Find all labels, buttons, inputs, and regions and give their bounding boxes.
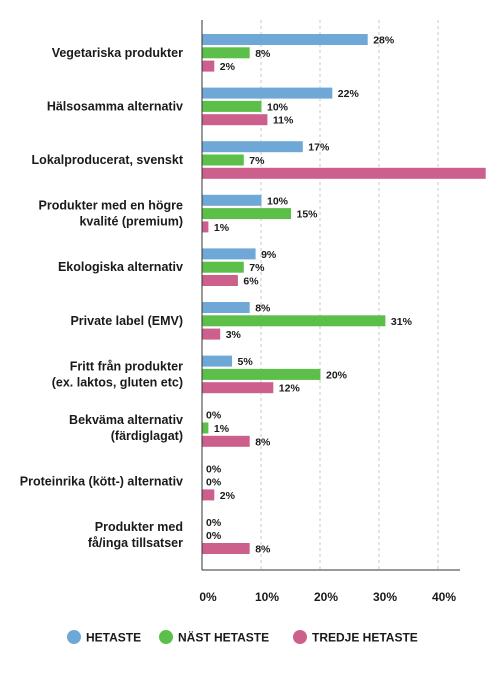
- data-label: 10%: [267, 101, 289, 113]
- bar-3-7: [202, 382, 274, 394]
- bar-1-3: [202, 141, 303, 153]
- bar-3-10: [202, 543, 250, 554]
- category-label: Ekologiska alternativ: [58, 260, 183, 274]
- category-label: Private label (EMV): [70, 314, 183, 328]
- x-tick-label: 20%: [314, 590, 338, 604]
- data-label: 0%: [206, 463, 222, 475]
- legend-label: NÄST HETASTE: [178, 630, 269, 645]
- data-label: 28%: [373, 35, 395, 47]
- data-label: 11%: [273, 115, 294, 127]
- category-label: (färdiglagat): [111, 429, 183, 443]
- bar-1-6: [202, 302, 250, 313]
- bar-3-6: [202, 328, 221, 340]
- bar-2-5: [202, 261, 244, 273]
- data-label: 20%: [326, 369, 348, 381]
- data-label: 10%: [267, 195, 289, 207]
- data-label: 2%: [220, 490, 236, 502]
- data-label: 31%: [391, 316, 413, 328]
- data-label: 17%: [308, 142, 330, 154]
- bar-3-4: [202, 221, 209, 233]
- category-label: (ex. laktos, gluten etc): [52, 375, 183, 389]
- bar-1-5: [202, 248, 256, 260]
- bar-1-7: [202, 355, 232, 367]
- category-label: Lokalproducerat, svenskt: [32, 153, 184, 167]
- bar-2-3: [202, 154, 244, 166]
- data-label: 0%: [206, 517, 222, 529]
- legend-marker-3: [293, 630, 307, 644]
- x-tick-label: 0%: [199, 590, 217, 604]
- x-tick-label: 30%: [373, 590, 397, 604]
- data-label: 7%: [249, 155, 265, 167]
- data-label: 1%: [214, 423, 230, 435]
- data-label: 12%: [279, 383, 301, 395]
- bar-2-7: [202, 368, 321, 380]
- category-label: få/inga tillsatser: [88, 536, 183, 550]
- data-label: 3%: [226, 329, 242, 341]
- category-label: Proteinrika (kött-) alternativ: [20, 475, 183, 489]
- data-label: 0%: [206, 410, 222, 422]
- x-tick-label: 10%: [255, 590, 279, 604]
- data-label: 15%: [297, 209, 319, 221]
- bar-2-8: [202, 422, 209, 434]
- data-label: 8%: [255, 544, 271, 556]
- data-label: 0%: [206, 477, 222, 489]
- data-label: 8%: [255, 436, 271, 448]
- bar-1-2: [202, 87, 333, 99]
- data-label: 8%: [255, 48, 271, 60]
- category-label: Bekväma alternativ: [69, 413, 183, 427]
- category-label: Produkter med en högre: [39, 199, 184, 213]
- category-label: Fritt från produkter: [70, 359, 183, 373]
- bar-3-8: [202, 435, 250, 447]
- category-label: Vegetariska produkter: [52, 46, 183, 60]
- bar-1-4: [202, 194, 262, 206]
- bar-2-6: [202, 315, 386, 327]
- x-tick-label: 40%: [432, 590, 456, 604]
- bar-2-2: [202, 100, 262, 112]
- category-label: Hälsosamma alternativ: [47, 99, 183, 113]
- legend-label: HETASTE: [86, 631, 141, 645]
- data-label: 6%: [243, 276, 259, 288]
- data-label: 9%: [261, 249, 277, 261]
- bar-3-9: [202, 489, 215, 501]
- data-label: 1%: [214, 222, 230, 234]
- legend-label: TREDJE HETASTE: [312, 631, 418, 645]
- data-label: 7%: [249, 262, 265, 274]
- data-label: 8%: [255, 303, 271, 315]
- category-label: Produkter med: [95, 520, 183, 534]
- legend-marker-1: [67, 630, 81, 644]
- bar-3-3: [202, 167, 486, 179]
- bar-3-5: [202, 275, 238, 286]
- bar-2-1: [202, 47, 250, 59]
- data-label: 22%: [338, 88, 360, 100]
- bar-2-4: [202, 208, 291, 220]
- data-label: 0%: [206, 530, 222, 542]
- data-label: 5%: [238, 356, 254, 368]
- bar-3-1: [202, 60, 215, 72]
- data-label: 2%: [220, 61, 236, 73]
- legend-marker-2: [159, 630, 173, 644]
- category-label: kvalité (premium): [79, 215, 183, 229]
- bar-1-1: [202, 34, 368, 45]
- bar-3-2: [202, 114, 268, 126]
